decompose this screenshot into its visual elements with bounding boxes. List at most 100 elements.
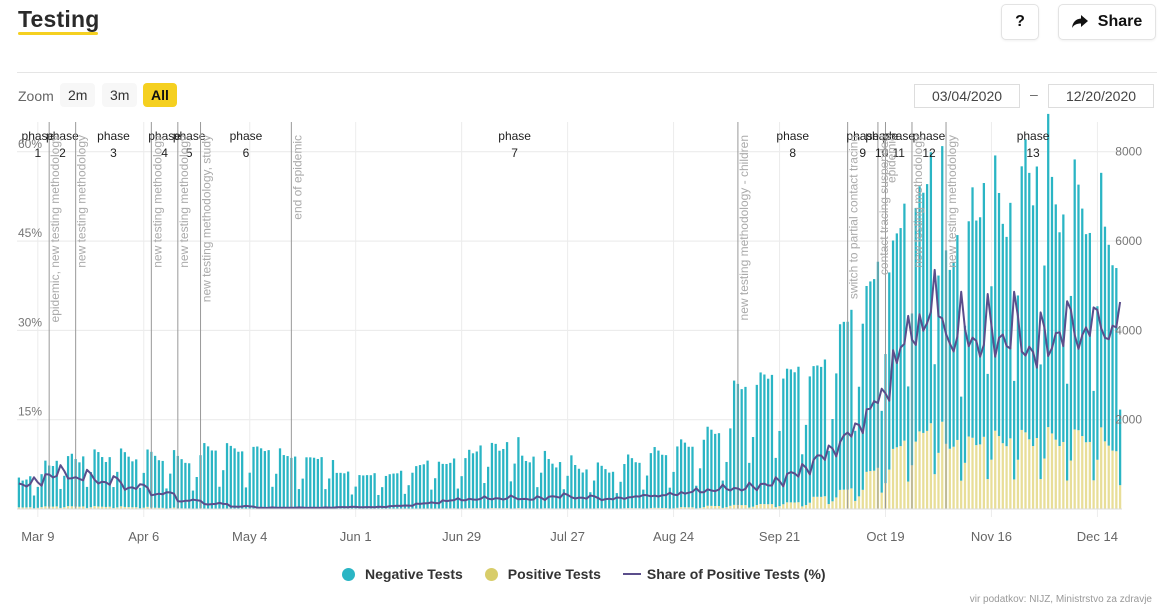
bar-negative (218, 486, 221, 509)
bar-negative (721, 480, 724, 508)
bar-negative (40, 474, 43, 508)
bar-negative (1016, 295, 1020, 460)
bar-negative (702, 439, 705, 508)
bar-negative (517, 437, 520, 509)
share-button[interactable]: Share (1058, 4, 1156, 40)
bar-negative (123, 452, 126, 507)
bar-negative (706, 426, 709, 506)
bar-positive (872, 470, 876, 509)
bar-positive (1111, 450, 1114, 509)
bar-negative (203, 443, 206, 509)
bar-positive (1050, 433, 1054, 509)
bar-positive (785, 502, 789, 509)
bar-negative (600, 465, 603, 509)
bar-positive (683, 507, 687, 509)
bar-negative (180, 459, 183, 509)
bar-negative (1073, 159, 1076, 430)
date-from-input[interactable] (914, 84, 1020, 108)
bar-negative (645, 475, 649, 509)
bar-negative (85, 486, 89, 508)
phase-label: phase (776, 129, 809, 143)
bar-negative (373, 473, 376, 509)
bar-positive (990, 459, 993, 509)
bar-negative (464, 458, 467, 509)
bar-negative (755, 384, 758, 505)
title-underline (18, 32, 98, 35)
bar-negative (865, 285, 868, 472)
legend-label-negative: Negative Tests (365, 566, 463, 582)
bar-positive (1062, 441, 1065, 509)
bar-negative (528, 462, 531, 509)
bar-positive (89, 507, 92, 509)
bar-negative (592, 480, 596, 509)
bar-negative (286, 456, 289, 509)
bar-negative (1005, 236, 1008, 447)
bar-positive (702, 507, 705, 509)
bar-positive (975, 445, 978, 509)
bar-negative (698, 468, 702, 508)
zoom-2m-button[interactable]: 2m (60, 83, 96, 107)
bar-negative (1096, 306, 1099, 460)
bar-positive (861, 489, 864, 509)
bar-positive (1013, 479, 1016, 509)
legend-item-share[interactable]: Share of Positive Tests (%) (622, 566, 826, 582)
x-tick-label: Mar 9 (21, 529, 54, 544)
bar-negative (119, 448, 123, 507)
share-line-layer (18, 268, 1122, 509)
annotation-label: new testing methodology (945, 135, 959, 268)
bar-negative (165, 488, 168, 509)
bar-negative (407, 485, 410, 509)
bar-positive (116, 507, 119, 509)
share-line (18, 268, 1122, 509)
legend-item-positive[interactable]: Positive Tests (484, 566, 601, 582)
y-right-tick-label: 6000 (1115, 234, 1142, 248)
bar-negative (282, 455, 285, 509)
bar-negative (365, 475, 369, 509)
bar-positive (714, 506, 717, 509)
bar-positive (907, 481, 910, 509)
bar-positive (706, 505, 709, 509)
bar-positive (842, 489, 845, 509)
bar-negative (971, 187, 974, 438)
bar-positive (732, 504, 736, 509)
bar-negative (782, 378, 785, 505)
bar-negative (933, 364, 936, 475)
date-to-input[interactable] (1048, 84, 1154, 108)
bar-negative (343, 473, 346, 509)
bar-positive (661, 507, 664, 509)
legend-item-negative[interactable]: Negative Tests (342, 566, 463, 582)
bar-negative (1118, 409, 1122, 486)
phase-label: phase (46, 129, 79, 143)
bar-negative (899, 228, 902, 447)
bar-negative (816, 365, 819, 497)
bar-positive (903, 440, 906, 509)
bar-positive (653, 507, 656, 509)
bar-negative (657, 450, 660, 508)
zoom-all-button[interactable]: All (143, 83, 177, 107)
bar-positive (161, 507, 164, 509)
bar-positive (808, 502, 811, 509)
bar-positive (804, 504, 808, 509)
bar-negative (577, 468, 581, 509)
bar-positive (880, 492, 883, 509)
bar-negative (952, 261, 955, 447)
bar-negative (1092, 390, 1095, 481)
bar-negative (729, 428, 732, 506)
annotation-label: new testing methodology (150, 135, 164, 268)
bar-negative (680, 439, 683, 508)
bar-negative (672, 471, 675, 509)
bar-negative (634, 462, 637, 509)
bar-negative (793, 372, 796, 503)
bar-negative (195, 477, 198, 509)
bar-positive (101, 506, 104, 509)
bar-negative (838, 324, 842, 490)
bar-negative (1111, 265, 1114, 451)
zoom-3m-button[interactable]: 3m (102, 83, 138, 107)
bar-negative (623, 464, 626, 509)
help-button[interactable]: ? (1001, 4, 1039, 40)
phase-number: 3 (110, 146, 117, 160)
phase-number: 5 (186, 146, 193, 160)
bar-positive (44, 506, 47, 509)
bar-positive (146, 506, 149, 509)
bar-negative (487, 466, 490, 509)
